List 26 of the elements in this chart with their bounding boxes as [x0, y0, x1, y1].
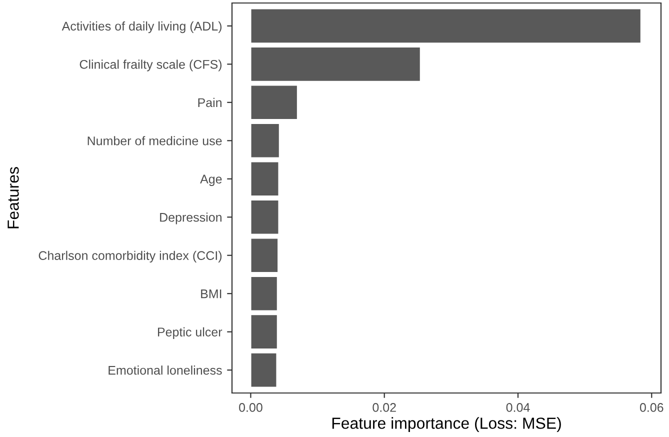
- y-tick-label: Number of medicine use: [88, 136, 222, 146]
- bar: [250, 161, 280, 197]
- y-tick-label: Peptic ulcer: [158, 327, 222, 339]
- bar: [250, 276, 278, 312]
- bar: [250, 352, 278, 388]
- y-tick-label: Charlson comorbidity index (CCI): [38, 250, 222, 262]
- y-tick-label: Pain: [198, 98, 222, 108]
- y-tick-label: Depression: [160, 212, 222, 224]
- y-tick-label: Age: [200, 174, 222, 186]
- bar: [250, 46, 421, 82]
- y-tick-label: Emotional loneliness: [108, 366, 222, 375]
- bar: [250, 8, 642, 44]
- x-axis-title: Feature importance (Loss: MSE): [332, 417, 561, 432]
- x-tick-label: 0.00: [239, 403, 262, 412]
- bar: [250, 84, 298, 120]
- y-tick-label: BMI: [201, 290, 222, 298]
- bar: [250, 314, 278, 350]
- bar: [250, 122, 280, 158]
- y-axis-title: Features: [8, 167, 19, 228]
- y-tick-label: Clinical frailty scale (CFS): [80, 60, 222, 72]
- x-tick-label: 0.02: [372, 403, 396, 412]
- x-tick-label: 0.04: [506, 403, 530, 412]
- bar: [250, 238, 279, 274]
- x-tick-label: 0.06: [640, 403, 664, 412]
- bar: [250, 199, 280, 235]
- y-tick-label: Activities of daily living (ADL): [62, 21, 222, 34]
